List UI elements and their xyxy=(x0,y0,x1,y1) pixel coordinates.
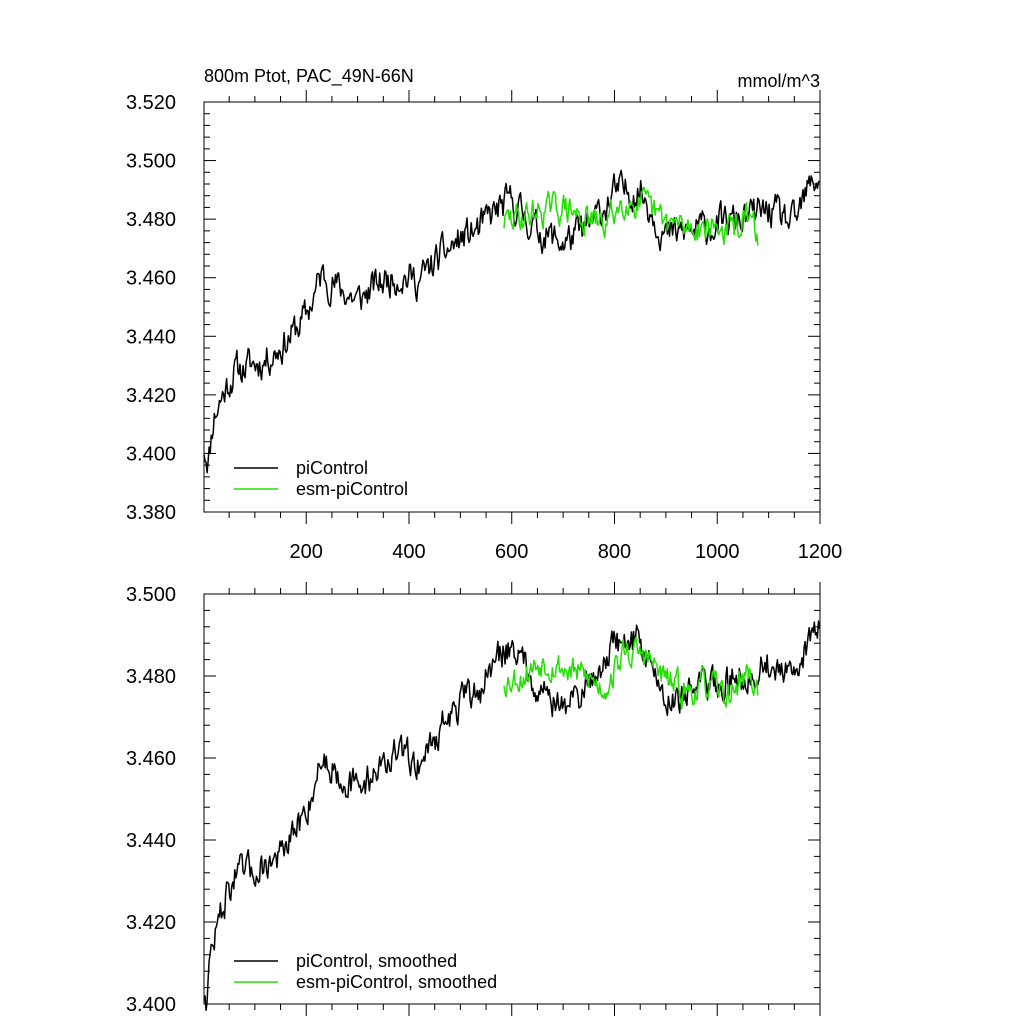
x-tick-label: 400 xyxy=(392,541,425,563)
y-tick-label: 3.480 xyxy=(126,666,176,688)
chart-title: 800m Ptot, PAC_49N-66N xyxy=(204,66,414,87)
x-tick-label: 800 xyxy=(598,541,631,563)
y-tick-label: 3.440 xyxy=(126,830,176,852)
y-tick-label: 3.460 xyxy=(126,748,176,770)
x-tick-label: 1000 xyxy=(695,541,740,563)
y-tick-label: 3.380 xyxy=(126,502,176,524)
units-label: mmol/m^3 xyxy=(738,71,820,91)
legend-label: esm-piControl xyxy=(296,479,408,499)
x-tick-label: 200 xyxy=(290,541,323,563)
top-series-line-esm-picontrol xyxy=(503,186,759,246)
top-plot-panel: 3.380 3.400 3.420 3.440 3.460 3.480 3.500 3.520… xyxy=(126,90,842,563)
legend-label: esm-piControl, smoothed xyxy=(296,972,497,992)
bottom-series-line-esm-picontrol xyxy=(503,637,759,710)
top-plot-frame xyxy=(203,101,821,513)
x-tick-label: 1200 xyxy=(798,541,843,563)
y-tick-label: 3.420 xyxy=(126,912,176,934)
x-tick-label: 600 xyxy=(495,541,528,563)
y-tick-label: 3.420 xyxy=(126,385,176,407)
y-tick-label: 3.400 xyxy=(126,443,176,465)
y-tick-label: 3.460 xyxy=(126,268,176,290)
y-tick-label: 3.500 xyxy=(126,151,176,173)
legend-label: piControl xyxy=(296,458,368,478)
y-tick-label: 3.520 xyxy=(126,92,176,114)
y-tick-label: 3.440 xyxy=(126,326,176,348)
legend-label: piControl, smoothed xyxy=(296,951,457,971)
bottom-plot-panel: 3.400 3.420 3.440 3.460 3.480 3.500 piControl,… xyxy=(126,582,821,1016)
y-tick-label: 3.480 xyxy=(126,209,176,231)
top-series-line-picontrol xyxy=(203,169,820,474)
bottom-plot-frame xyxy=(203,593,821,1005)
y-tick-label: 3.500 xyxy=(126,584,176,606)
y-tick-label: 3.400 xyxy=(126,994,176,1016)
